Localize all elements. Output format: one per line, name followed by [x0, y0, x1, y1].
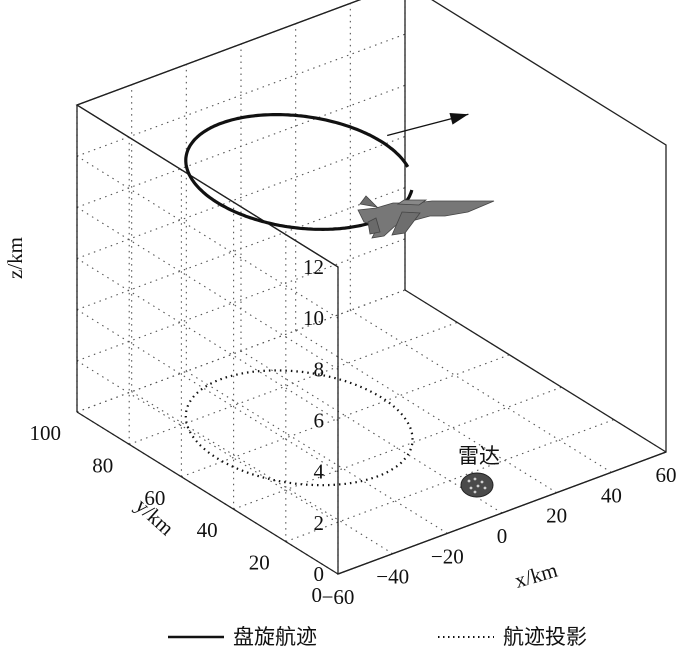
- y-axis-label: y/km: [131, 493, 179, 540]
- grid-line: [76, 33, 406, 157]
- z-tick-label: 4: [314, 460, 325, 484]
- series-turning-track: [184, 113, 414, 232]
- radar-marker-dot: [469, 486, 473, 490]
- grid-line: [76, 360, 339, 524]
- frame-edge: [76, 104, 339, 268]
- legend-label-track-projection: 航迹投影: [503, 625, 587, 649]
- box-frame: [75, 0, 667, 575]
- grid-line: [76, 187, 406, 311]
- x-tick-label: 60: [656, 463, 677, 487]
- radar-marker-dot: [476, 484, 480, 488]
- x-tick-label: −40: [376, 565, 409, 589]
- aircraft-icon: [357, 195, 495, 239]
- x-tick-label: −60: [322, 585, 355, 609]
- y-tick-label: 0: [312, 583, 323, 607]
- grid-line: [76, 84, 406, 208]
- frame-edge: [404, 289, 667, 453]
- z-axis-label: z/km: [3, 237, 27, 279]
- grid-line: [76, 135, 406, 260]
- grid-line: [181, 354, 510, 478]
- series-track-projection: [184, 369, 414, 487]
- z-tick-label: 2: [314, 511, 325, 535]
- y-tick-label: 100: [30, 421, 62, 445]
- radar-marker-dot: [473, 490, 477, 494]
- frame-edge: [76, 411, 339, 575]
- grid-line: [76, 258, 339, 421]
- legend: 盘旋航迹 航迹投影: [168, 625, 587, 649]
- radar-marker-dot: [483, 486, 487, 490]
- x-tick-label: 20: [546, 504, 567, 528]
- z-tick-label: 10: [303, 306, 324, 330]
- grid-line: [295, 330, 557, 494]
- grid-line: [285, 419, 614, 543]
- grid-line: [186, 370, 448, 534]
- z-tick-label: 12: [303, 255, 324, 279]
- series-layer: [184, 112, 494, 498]
- grid-line: [76, 0, 361, 106]
- y-tick-label: 60: [144, 486, 165, 510]
- radar-label: 雷达: [458, 444, 500, 468]
- x-axis-label: x/km: [512, 558, 560, 593]
- tick-labels: 0 2 4 6 8 10 12 0 20 40 60 80 100 −60 −40 −20 0 20 40 60: [30, 255, 677, 609]
- radar-marker-dot: [473, 477, 477, 481]
- radar-marker-dot: [480, 480, 484, 484]
- grid-line: [76, 206, 339, 370]
- grid-line: [76, 289, 406, 413]
- grid-line: [76, 309, 339, 473]
- z-tick-label: 0: [314, 562, 325, 586]
- z-tick-label: 6: [314, 409, 325, 433]
- radar-marker-dot: [467, 479, 471, 483]
- x-tick-label: −20: [431, 544, 464, 568]
- x-tick-label: 40: [601, 483, 622, 507]
- legend-label-turning-track: 盘旋航迹: [233, 625, 317, 649]
- grid-line: [76, 155, 339, 319]
- x-tick-label: 0: [497, 524, 508, 548]
- y-tick-label: 40: [197, 518, 218, 542]
- grid-line: [76, 238, 406, 362]
- grid-line: [129, 321, 458, 445]
- y-tick-label: 20: [249, 551, 270, 575]
- heading-arrow-head: [449, 112, 469, 125]
- frame-edge: [76, 0, 362, 106]
- grid-line: [233, 386, 562, 510]
- radar-marker: [460, 472, 494, 498]
- y-tick-label: 80: [92, 453, 113, 477]
- z-tick-label: 8: [314, 357, 325, 381]
- frame-edge: [337, 451, 667, 575]
